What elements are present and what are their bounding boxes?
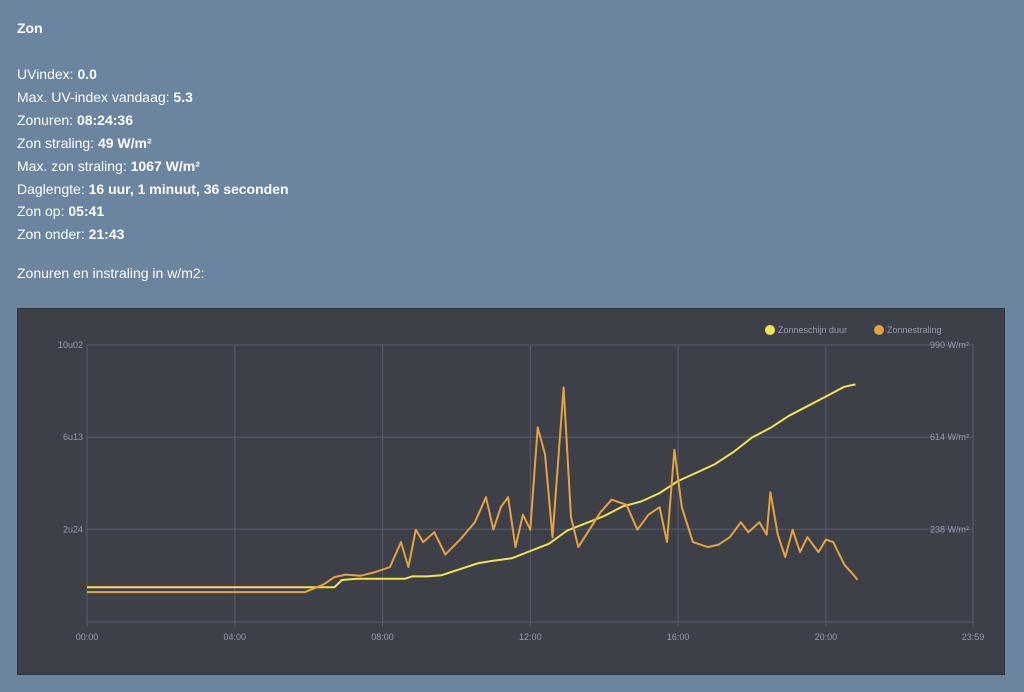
stat-day-length: Daglengte: 16 uur, 1 minuut, 36 seconden [17,178,289,201]
y-left-tick-label: 6u13 [63,432,83,442]
stat-value: 5.3 [173,88,193,105]
x-tick-label: 23:59 [962,632,985,642]
stat-value: 16 uur, 1 minuut, 36 seconden [88,180,289,197]
stat-sunset: Zon onder: 21:43 [17,223,289,246]
legend-marker [874,325,884,335]
stat-solar-radiation: Zon straling: 49 W/m² [17,132,289,155]
stat-value: 21:43 [88,226,125,243]
legend-item-sunshine-duration: Zonneschijn duur [778,325,847,335]
stat-label: Zon op: [17,203,69,220]
stat-value: 05:41 [68,203,105,220]
stat-uv-index: UVindex: 0.0 [17,63,289,86]
stat-label: Zon straling: [17,134,98,151]
x-tick-label: 12:00 [519,632,542,642]
y-left-tick-label: 10u02 [58,340,83,350]
series-line-sunshine-duration [87,383,856,589]
chart-heading: Zonuren en instraling in w/m2: [17,265,205,281]
stat-value: 08:24:36 [76,111,133,128]
stat-sunrise: Zon op: 05:41 [17,200,289,223]
legend-item-solar-radiation: Zonnestraling [887,325,942,335]
series-line-solar-radiation [87,386,859,594]
chart-panel[interactable]: 10u02 990 W/m² 6u13 614 W/m² 2u24 238 W/m² 00:… [17,308,1005,675]
x-tick-label: 00:00 [76,632,99,642]
stat-label: Daglengte: [17,180,89,197]
stat-max-uv-index: Max. UV-index vandaag: 5.3 [17,86,289,109]
y-left-tick-label: 2u24 [63,524,83,534]
stat-label: UVindex: [17,66,78,82]
y-right-tick-label: 614 W/m² [930,432,969,442]
stat-value: 1067 W/m² [130,157,200,174]
stat-value: 49 W/m² [97,134,152,151]
stat-label: Max. UV-index vandaag: [17,88,174,105]
stat-sun-hours: Zonuren: 08:24:36 [17,109,289,132]
sun-stats-list: UVindex: 0.0 Max. UV-index vandaag: 5.3 … [17,63,289,246]
x-tick-label: 16:00 [667,632,690,642]
stat-max-solar-radiation: Max. zon straling: 1067 W/m² [17,155,289,178]
stat-label: Max. zon straling: [17,157,131,174]
y-right-tick-label: 238 W/m² [930,524,969,534]
stat-label: Zonuren: [17,111,77,128]
x-tick-label: 20:00 [815,632,838,642]
stat-label: Zon onder: [17,226,89,243]
x-tick-label: 04:00 [224,632,247,642]
legend-marker [765,325,775,335]
stat-value: 0.0 [77,66,97,82]
y-right-tick-label: 990 W/m² [930,340,969,350]
page-title: Zon [17,20,43,36]
sun-chart[interactable]: 10u02 990 W/m² 6u13 614 W/m² 2u24 238 W/m² 00:… [18,309,1004,674]
x-tick-label: 08:00 [371,632,394,642]
